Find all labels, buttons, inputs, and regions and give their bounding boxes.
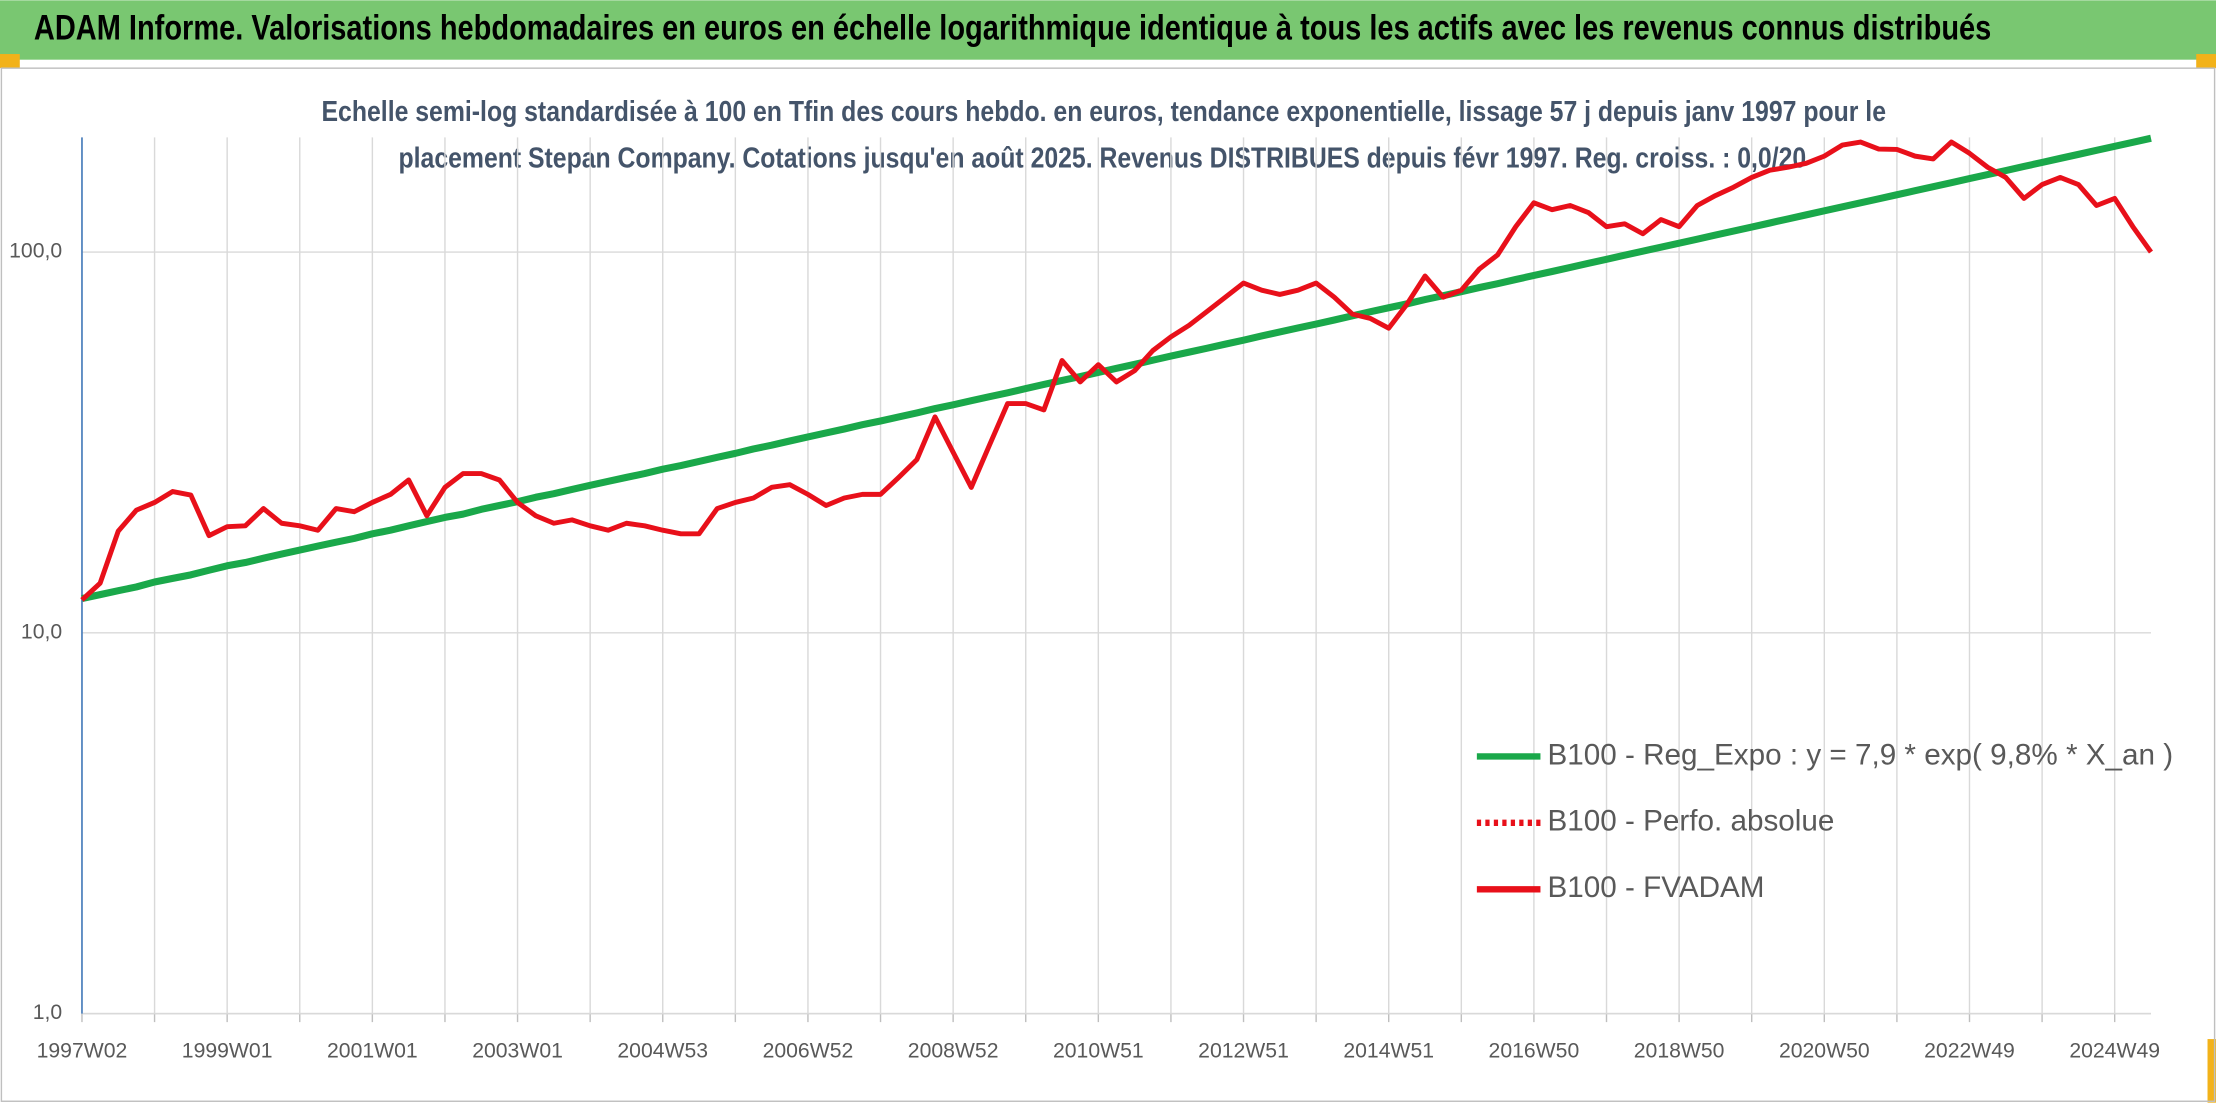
- legend-label: B100 - FVADAM: [1548, 871, 1765, 904]
- x-tick-label: 2006W52: [763, 1039, 854, 1062]
- x-tick-label: 1999W01: [182, 1039, 273, 1062]
- x-tick-label: 2008W52: [908, 1039, 999, 1062]
- x-tick-label: 2022W49: [1924, 1039, 2015, 1062]
- x-tick-label: 2024W49: [2069, 1039, 2160, 1062]
- corner-mark: [0, 54, 20, 69]
- x-tick-label: 2016W50: [1489, 1039, 1580, 1062]
- x-tick-label: 2004W53: [617, 1039, 708, 1062]
- x-tick-label: 2012W51: [1198, 1039, 1289, 1062]
- x-tick-label: 2001W01: [327, 1039, 418, 1062]
- x-tick-label: 2003W01: [472, 1039, 563, 1062]
- chart-subtitle: placement Stepan Company. Cotations jusq…: [399, 141, 1807, 173]
- series-line: [80, 139, 2154, 602]
- corner-mark: [2207, 1039, 2216, 1103]
- y-tick-label: 10,0: [21, 620, 62, 643]
- x-tick-label: 2018W50: [1634, 1039, 1725, 1062]
- x-tick-label: 2010W51: [1053, 1039, 1144, 1062]
- x-tick-label: 2014W51: [1343, 1039, 1434, 1062]
- legend: B100 - Reg_Expo : y = 7,9 * exp( 9,8% * …: [1476, 738, 2174, 904]
- y-tick-label: 100,0: [9, 240, 62, 263]
- chart-border: [0, 67, 2216, 1102]
- chart-title: ADAM Informe. Valorisations hebdomadaire…: [34, 8, 1991, 47]
- x-tick-label: 1997W02: [37, 1039, 128, 1062]
- series-line: [81, 134, 2152, 603]
- chart-subtitle: Echelle semi-log standardisée à 100 en T…: [322, 95, 1886, 127]
- plot: [80, 134, 2154, 603]
- header-band: [0, 0, 2216, 60]
- legend-label: B100 - Reg_Expo : y = 7,9 * exp( 9,8% * …: [1548, 738, 2174, 771]
- legend-label: B100 - Perfo. absolue: [1548, 805, 1835, 838]
- x-tick-label: 2020W50: [1779, 1039, 1870, 1062]
- y-tick-label: 1,0: [33, 1001, 62, 1024]
- corner-mark: [2196, 54, 2216, 69]
